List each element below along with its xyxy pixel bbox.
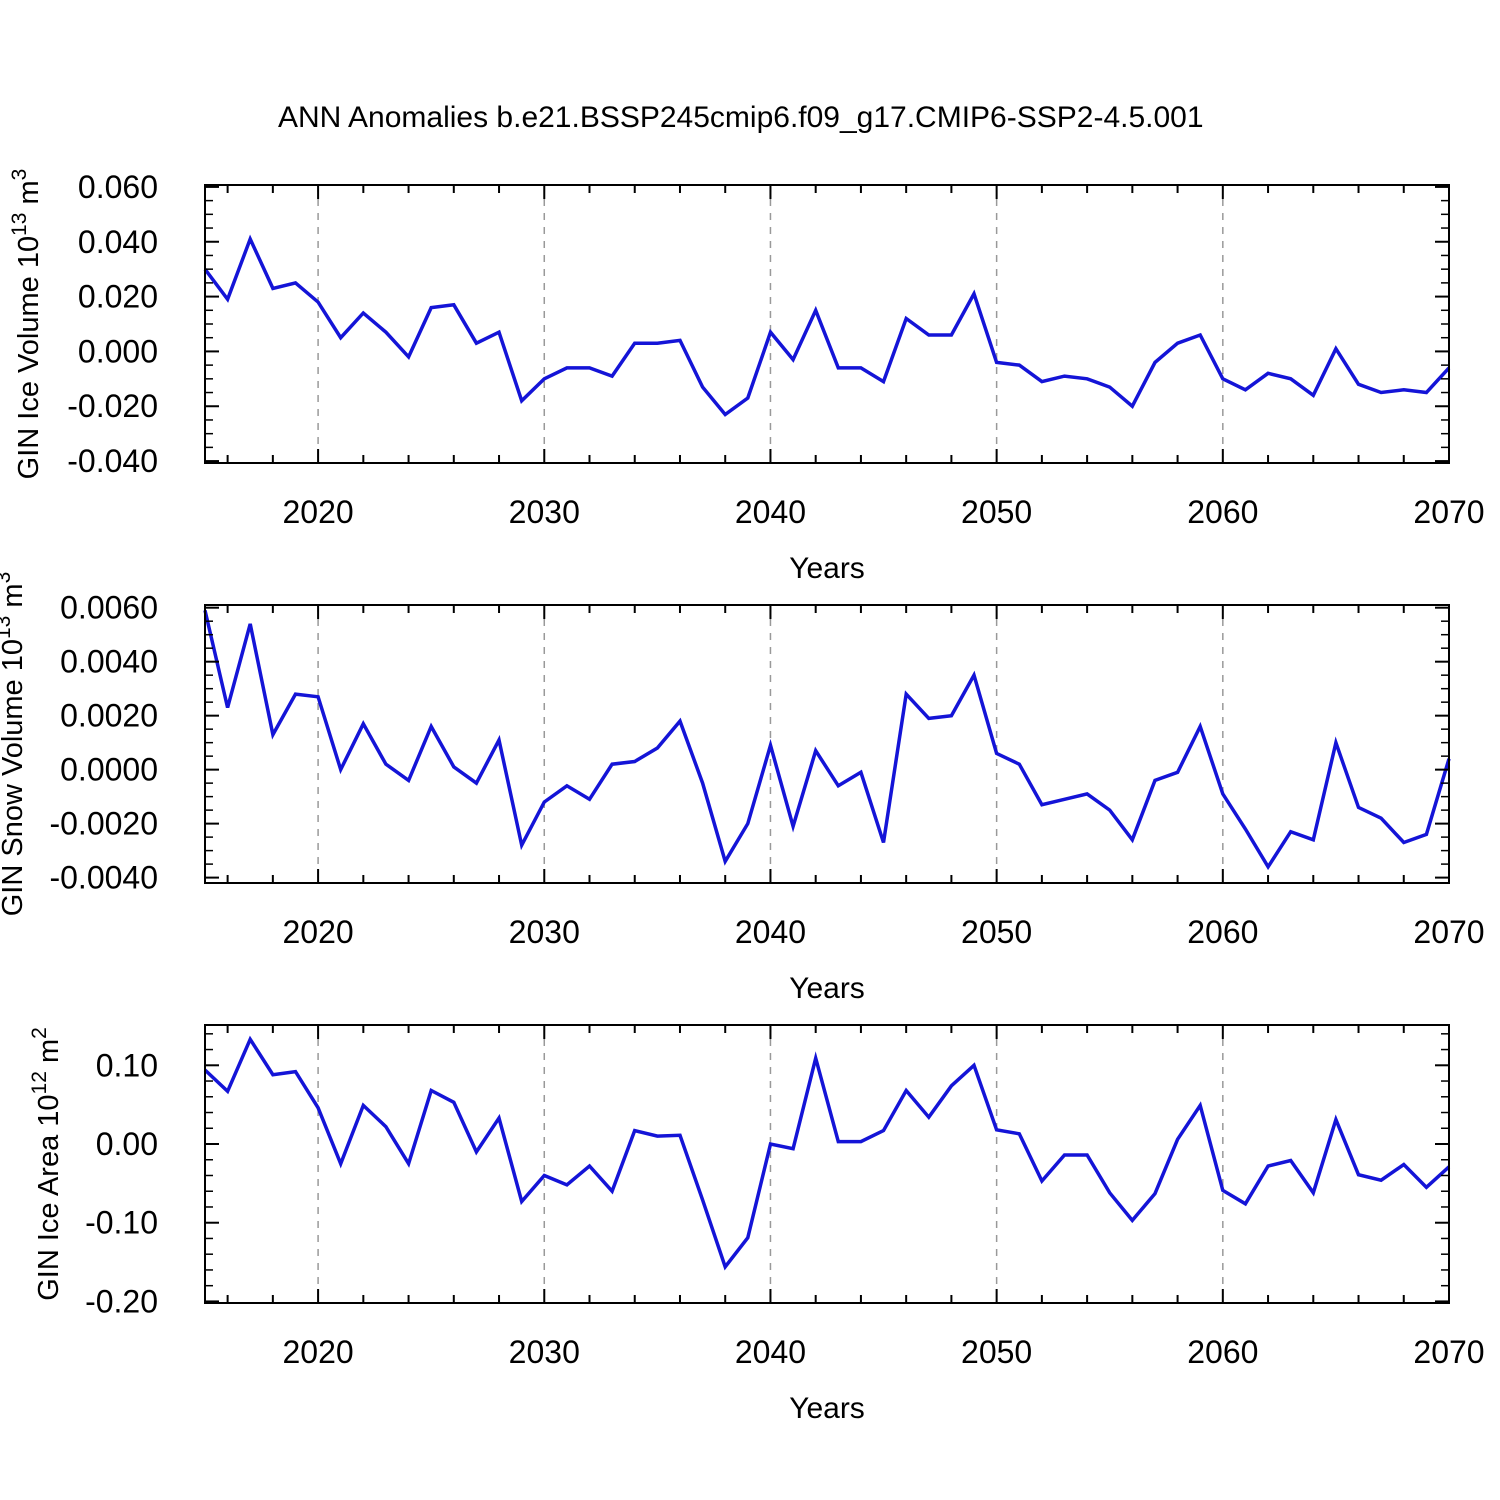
x-tick-label: 2050 bbox=[961, 914, 1032, 950]
x-tick-label: 2030 bbox=[509, 1334, 580, 1370]
panel-gin-ice-area: 2020 2030 2040 2050 2060 2070 0.10 0.00 -0.10 -0.… bbox=[28, 1024, 1485, 1425]
x-tick-label: 2020 bbox=[282, 1334, 353, 1370]
ticks bbox=[205, 185, 1450, 463]
x-tick-label: 2070 bbox=[1413, 1334, 1484, 1370]
x-tick-label: 2040 bbox=[735, 914, 806, 950]
x-tick-label: 2020 bbox=[282, 914, 353, 950]
ticks bbox=[205, 1025, 1450, 1303]
x-axis-label: Years bbox=[789, 552, 865, 585]
series-line-gin-ice-volume bbox=[203, 234, 1451, 417]
x-tick-label: 2030 bbox=[509, 494, 580, 530]
x-tick-label: 2040 bbox=[735, 494, 806, 530]
y-tick-label: 0.060 bbox=[78, 169, 158, 205]
x-tick-label: 2050 bbox=[961, 494, 1032, 530]
series-line-gin-ice-area bbox=[203, 1035, 1451, 1271]
y-tick-label: 0.00 bbox=[96, 1126, 158, 1162]
x-axis-label: Years bbox=[789, 972, 865, 1005]
ticks bbox=[205, 605, 1450, 883]
y-tick-label: -0.040 bbox=[67, 443, 158, 479]
x-tick-label: 2060 bbox=[1187, 1334, 1258, 1370]
y-tick-label: -0.20 bbox=[85, 1283, 158, 1319]
y-tick-label: -0.020 bbox=[67, 388, 158, 424]
x-tick-label: 2030 bbox=[509, 914, 580, 950]
y-tick-label: 0.0060 bbox=[60, 590, 158, 626]
plot-border bbox=[204, 184, 1450, 464]
x-tick-label: 2070 bbox=[1413, 914, 1484, 950]
x-tick-label: 2070 bbox=[1413, 494, 1484, 530]
plot-border bbox=[204, 1024, 1450, 1304]
x-tick-label: 2060 bbox=[1187, 494, 1258, 530]
panel-gin-snow-volume: 2020 2030 2040 2050 2060 2070 0.0060 0.0040 0.00… bbox=[0, 572, 1485, 1005]
x-tick-label: 2040 bbox=[735, 1334, 806, 1370]
y-tick-label: 0.040 bbox=[78, 224, 158, 260]
y-axis-label: GIN Snow Volume 1013 m3 bbox=[0, 572, 29, 917]
x-tick-label: 2060 bbox=[1187, 914, 1258, 950]
y-tick-label: 0.10 bbox=[96, 1047, 158, 1083]
y-tick-label: 0.0000 bbox=[60, 752, 158, 788]
y-tick-label: 0.000 bbox=[78, 333, 158, 369]
y-tick-label: -0.0040 bbox=[49, 860, 158, 896]
y-tick-label: 0.020 bbox=[78, 279, 158, 315]
y-tick-label: 0.0040 bbox=[60, 644, 158, 680]
x-axis-label: Years bbox=[789, 1392, 865, 1425]
series-line-gin-snow-volume bbox=[203, 610, 1451, 871]
y-axis-label: GIN Ice Area 1012 m2 bbox=[28, 1027, 65, 1301]
panel-gin-ice-volume: 2020 2030 2040 2050 2060 2070 0.060 0.040 0.020 0… bbox=[8, 169, 1485, 585]
x-tick-label: 2050 bbox=[961, 1334, 1032, 1370]
y-tick-label: 0.0020 bbox=[60, 698, 158, 734]
chart-title: ANN Anomalies b.e21.BSSP245cmip6.f09_g17… bbox=[278, 101, 1204, 134]
plot-border bbox=[204, 604, 1450, 884]
x-tick-label: 2020 bbox=[282, 494, 353, 530]
y-tick-label: -0.10 bbox=[85, 1205, 158, 1241]
y-tick-label: -0.0020 bbox=[49, 806, 158, 842]
y-axis-label: GIN Ice Volume 1013 m3 bbox=[8, 169, 45, 480]
